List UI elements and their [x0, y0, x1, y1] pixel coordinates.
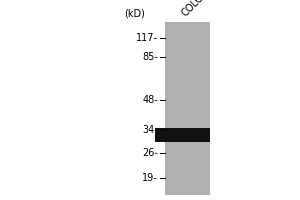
Bar [165, 22, 210, 195]
Bar [155, 128, 210, 142]
Text: 48-: 48- [142, 95, 158, 105]
Text: (kD): (kD) [124, 9, 145, 19]
Text: 19-: 19- [142, 173, 158, 183]
Text: 85-: 85- [142, 52, 158, 62]
Text: 26-: 26- [142, 148, 158, 158]
Text: COLO205: COLO205 [180, 0, 219, 18]
Text: 117-: 117- [136, 33, 158, 43]
Text: 34-: 34- [142, 125, 158, 135]
